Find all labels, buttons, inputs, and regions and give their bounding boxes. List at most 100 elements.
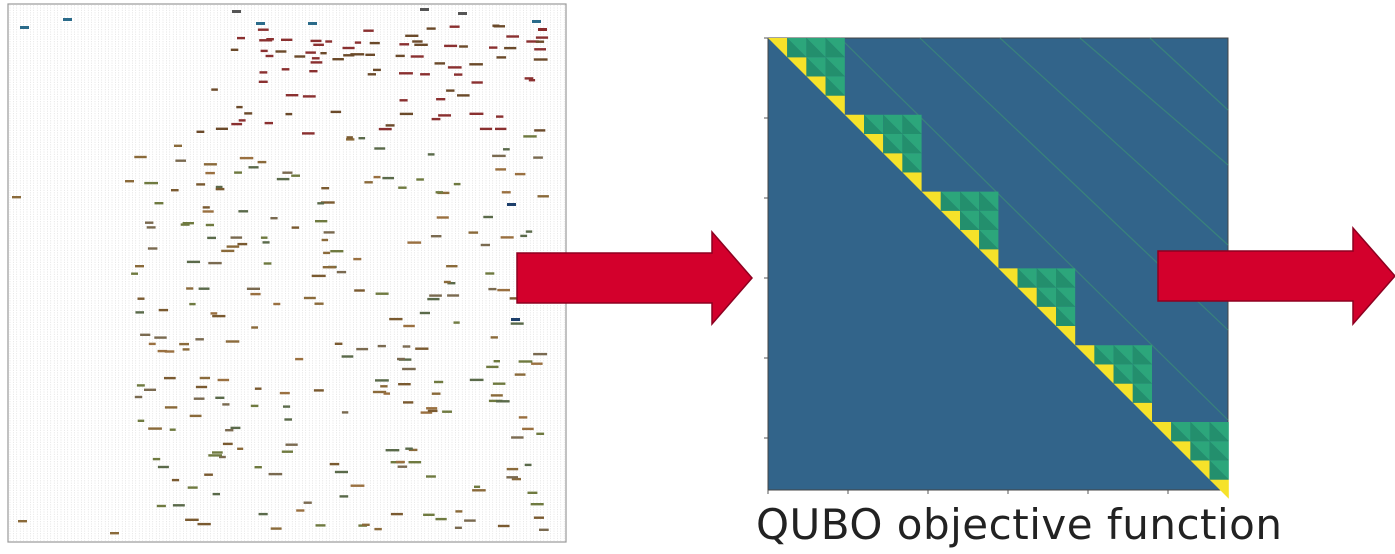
task-bar (416, 178, 424, 181)
task-bar (212, 492, 220, 496)
task-bar (492, 382, 506, 385)
off-diagonal-cell (1017, 268, 1037, 288)
task-bar (20, 26, 29, 29)
off-diagonal-cell (1209, 441, 1229, 461)
off-diagonal-cell (1113, 364, 1133, 384)
task-bar (256, 22, 265, 25)
task-bar (146, 226, 156, 229)
task-bar (182, 222, 194, 225)
off-diagonal-cell (1209, 460, 1229, 480)
task-bar (405, 447, 413, 450)
task-bar (514, 373, 526, 376)
task-bar (449, 25, 460, 28)
task-bar (279, 391, 290, 395)
off-diagonal-line (999, 37, 1229, 246)
off-diagonal-cell (787, 38, 807, 58)
task-bar (303, 296, 316, 300)
task-bar (496, 56, 507, 59)
task-bar (446, 265, 458, 268)
task-bar (275, 50, 287, 53)
task-bar (157, 349, 168, 353)
task-bar (196, 130, 205, 133)
off-diagonal-cell (1190, 441, 1210, 461)
task-bar (533, 156, 543, 159)
task-bar (426, 475, 436, 478)
diagonal-cell (864, 134, 884, 154)
task-bar (375, 292, 389, 295)
off-diagonal-cell (825, 57, 845, 77)
task-bar (419, 311, 430, 315)
task-bar (219, 455, 226, 459)
off-diagonal-cell (825, 76, 845, 96)
task-bar (530, 503, 544, 506)
task-bar (415, 347, 429, 350)
task-bar (212, 314, 226, 318)
task-bar (493, 360, 500, 363)
task-bar (270, 527, 282, 530)
off-diagonal-cell (1132, 345, 1152, 365)
task-bar (196, 183, 206, 186)
task-bar (180, 223, 190, 226)
task-bar (296, 509, 305, 512)
task-bar (237, 36, 245, 40)
task-bar (175, 159, 186, 162)
task-bar (350, 53, 365, 56)
task-bar (341, 411, 349, 414)
task-bar (281, 450, 293, 453)
task-bar (189, 302, 196, 306)
task-bar (385, 124, 395, 127)
task-bar (334, 470, 348, 474)
task-bar (426, 27, 436, 30)
off-diagonal-cell (1190, 422, 1210, 442)
off-diagonal-line (1079, 37, 1229, 166)
task-bar (412, 40, 423, 43)
task-bar (257, 28, 269, 31)
task-bar (204, 473, 213, 476)
task-bar (408, 461, 422, 464)
task-bar (431, 117, 441, 121)
off-diagonal-cell (979, 230, 999, 250)
task-bar (442, 410, 452, 413)
task-bar (533, 58, 548, 61)
task-bar (398, 358, 412, 361)
task-bar (527, 491, 538, 494)
task-bar (230, 426, 241, 430)
off-diagonal-cell (1094, 345, 1114, 365)
task-bar (447, 294, 460, 297)
task-bar (208, 454, 222, 457)
diagonal-cell (1094, 364, 1114, 384)
task-bar (496, 115, 504, 118)
qubo-axis-ticks (764, 37, 1169, 494)
task-bar (480, 243, 490, 247)
task-bar (281, 68, 290, 71)
off-diagonal-cell (1036, 287, 1056, 307)
task-bar (260, 49, 268, 53)
task-bar (363, 29, 374, 32)
task-bar (488, 399, 503, 403)
task-bar (63, 18, 72, 21)
task-bar (356, 347, 369, 351)
task-bar (199, 376, 210, 380)
task-bar (320, 201, 335, 204)
task-bar (230, 48, 239, 51)
task-bar (469, 63, 483, 66)
task-bar (398, 383, 411, 386)
task-bar (156, 504, 166, 508)
task-bar (260, 236, 268, 239)
task-bar (444, 44, 458, 48)
task-bar (374, 527, 382, 531)
task-bar (354, 41, 362, 44)
task-bar (341, 355, 354, 358)
off-diagonal-cell (1209, 441, 1229, 461)
task-bar (195, 338, 204, 341)
task-bar (524, 77, 534, 80)
task-bar (518, 416, 528, 419)
task-bar (12, 196, 21, 199)
task-bar (396, 460, 405, 464)
task-bar (535, 40, 545, 43)
task-bar (496, 400, 510, 403)
task-bar (436, 216, 449, 219)
task-bar (367, 73, 376, 76)
task-bar (291, 226, 300, 229)
task-bar (389, 317, 403, 321)
